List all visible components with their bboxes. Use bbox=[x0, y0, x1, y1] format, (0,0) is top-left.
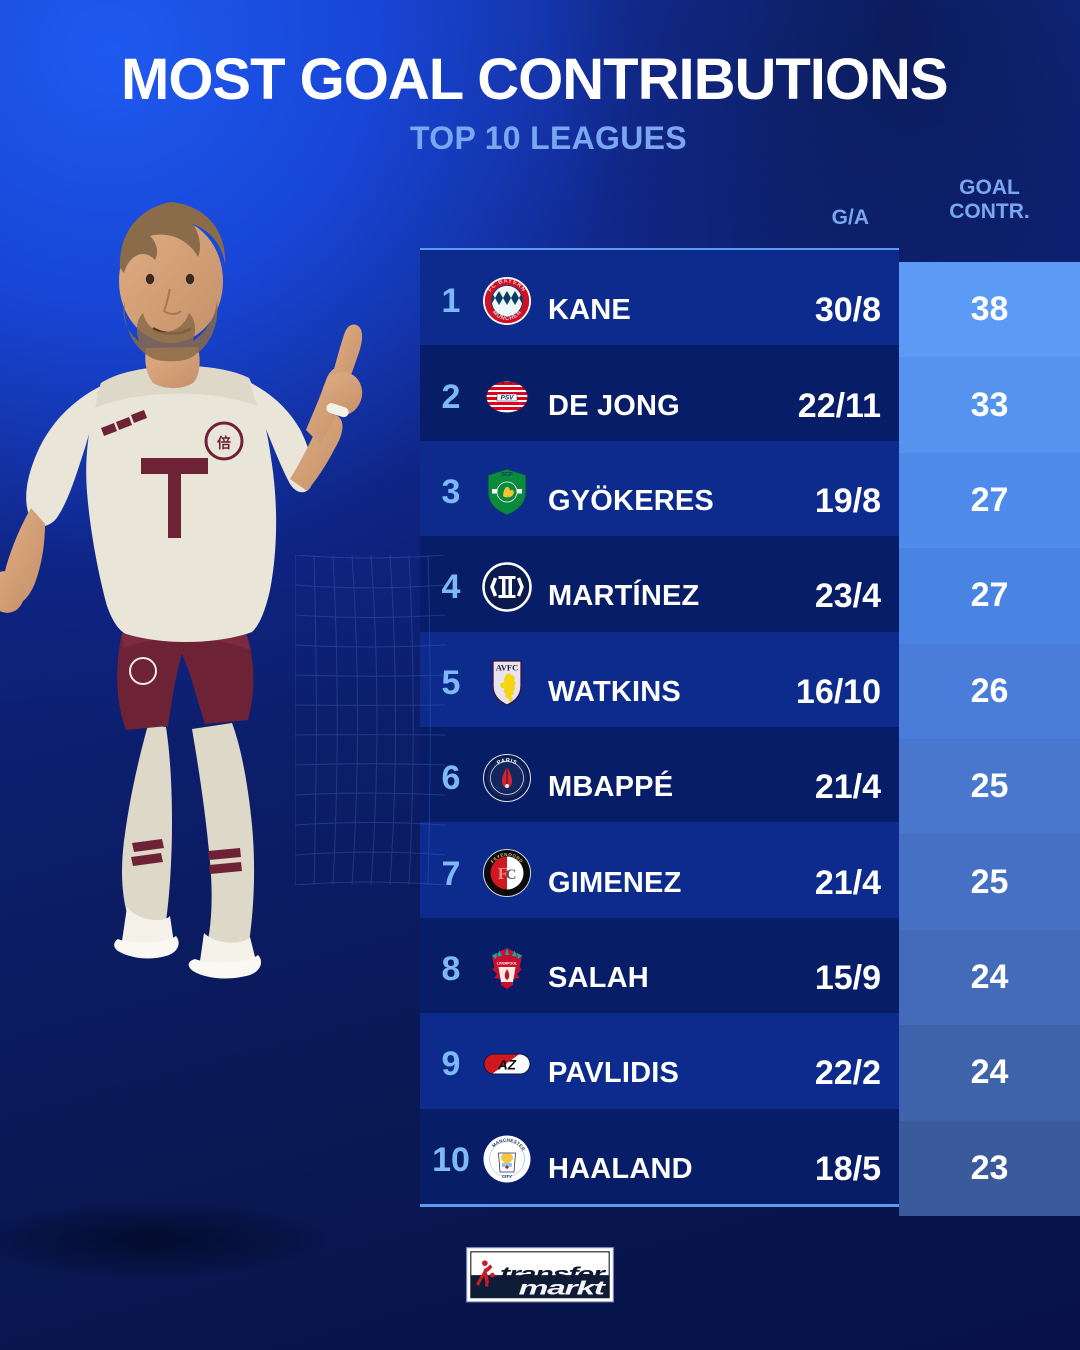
svg-text:AVFC: AVFC bbox=[496, 663, 519, 673]
svg-text:AZ: AZ bbox=[497, 1057, 517, 1072]
svg-text:PSV: PSV bbox=[500, 395, 514, 402]
svg-text:markt: markt bbox=[519, 1278, 608, 1299]
svg-text:SCP: SCP bbox=[501, 472, 513, 478]
svg-text:C: C bbox=[506, 867, 517, 883]
svg-text:CITY: CITY bbox=[502, 1174, 512, 1179]
svg-text:倍: 倍 bbox=[217, 435, 231, 451]
svg-text:LIVERPOOL: LIVERPOOL bbox=[497, 962, 518, 966]
